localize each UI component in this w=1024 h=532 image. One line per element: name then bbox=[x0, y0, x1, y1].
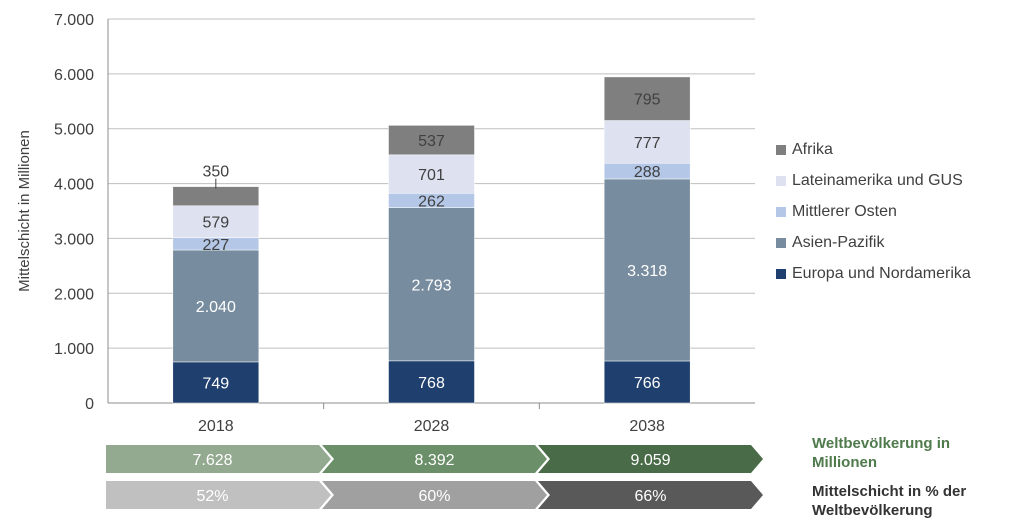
bar-segment bbox=[172, 249, 260, 363]
legend-label-lateinamerika: Lateinamerika und GUS bbox=[792, 171, 963, 189]
data-label: 227 bbox=[202, 237, 229, 254]
data-label: 795 bbox=[634, 92, 661, 109]
data-label: 579 bbox=[202, 215, 229, 232]
chevron-value: 9.059 bbox=[630, 452, 670, 469]
chevron-segment bbox=[106, 445, 331, 473]
bar-segment bbox=[172, 361, 260, 404]
bar-segment bbox=[603, 360, 691, 404]
chart-legend: Afrika Lateinamerika und GUS Mittlerer O… bbox=[776, 134, 971, 289]
bar-segment bbox=[388, 125, 475, 156]
y-tick-label: 1.000 bbox=[54, 341, 94, 358]
y-tick-label: 2.000 bbox=[54, 286, 94, 303]
legend-label-mittlerer-osten: Mittlerer Osten bbox=[792, 202, 897, 220]
y-tick-label: 7.000 bbox=[54, 12, 94, 29]
data-label: 777 bbox=[634, 135, 661, 152]
y-tick-label: 4.000 bbox=[54, 177, 94, 194]
chevron-value: 8.392 bbox=[414, 452, 454, 469]
middle-class-share-caption: Mittelschicht in % der Weltbevölkerung bbox=[812, 483, 967, 519]
data-label: 3.318 bbox=[627, 263, 667, 280]
chevron-value: 7.628 bbox=[192, 452, 232, 469]
bar-segment bbox=[388, 207, 475, 362]
data-label: 701 bbox=[418, 167, 445, 184]
y-axis-title: Mittelschicht in Millionen bbox=[16, 130, 33, 292]
legend-item-lateinamerika: Lateinamerika und GUS bbox=[776, 165, 971, 196]
y-tick-label: 5.000 bbox=[54, 122, 94, 139]
chevron-value: 60% bbox=[418, 488, 450, 505]
data-label: 749 bbox=[202, 375, 229, 392]
bar-segment bbox=[603, 120, 691, 164]
data-label: 2.793 bbox=[411, 277, 451, 294]
chevron-segment bbox=[322, 445, 547, 473]
data-label: 768 bbox=[418, 375, 445, 392]
legend-swatch-mittlerer-osten bbox=[776, 206, 786, 217]
legend-swatch-lateinamerika bbox=[776, 175, 786, 186]
y-tick-label: 0 bbox=[85, 396, 94, 413]
chevron-segment bbox=[322, 481, 547, 509]
x-tick-label: 2038 bbox=[629, 418, 665, 435]
bar-segment bbox=[172, 186, 260, 207]
world-population-caption: Weltbevölkerung in Millionen bbox=[812, 435, 951, 471]
legend-label-afrika: Afrika bbox=[792, 140, 833, 158]
legend-item-mittlerer-osten: Mittlerer Osten bbox=[776, 196, 971, 227]
data-label: 288 bbox=[634, 164, 661, 181]
legend-label-europa: Europa und Nordamerika bbox=[792, 264, 971, 282]
y-tick-label: 6.000 bbox=[54, 67, 94, 84]
legend-swatch-europa bbox=[776, 268, 786, 279]
data-label: 350 bbox=[202, 164, 229, 181]
chevron-segment bbox=[538, 481, 763, 509]
chevron-segment bbox=[106, 481, 331, 509]
bar-segment bbox=[603, 76, 691, 121]
x-tick-label: 2018 bbox=[198, 418, 234, 435]
legend-swatch-afrika bbox=[776, 144, 786, 155]
bar-segment bbox=[388, 154, 475, 194]
legend-label-asien-pazifik: Asien-Pazifik bbox=[792, 233, 885, 251]
x-tick-label: 2028 bbox=[414, 418, 450, 435]
data-label: 537 bbox=[418, 133, 445, 150]
legend-item-asien-pazifik: Asien-Pazifik bbox=[776, 227, 971, 258]
legend-item-afrika: Afrika bbox=[776, 134, 971, 165]
y-tick-label: 3.000 bbox=[54, 231, 94, 248]
bar-segment bbox=[388, 360, 475, 404]
data-label: 766 bbox=[634, 375, 661, 392]
data-label: 2.040 bbox=[196, 299, 236, 316]
chevron-segment bbox=[538, 445, 763, 473]
data-label: 262 bbox=[418, 193, 445, 210]
bar-segment bbox=[603, 178, 691, 362]
chevron-value: 52% bbox=[196, 488, 228, 505]
legend-swatch-asien-pazifik bbox=[776, 237, 786, 248]
legend-item-europa: Europa und Nordamerika bbox=[776, 258, 971, 289]
chevron-value: 66% bbox=[634, 488, 666, 505]
